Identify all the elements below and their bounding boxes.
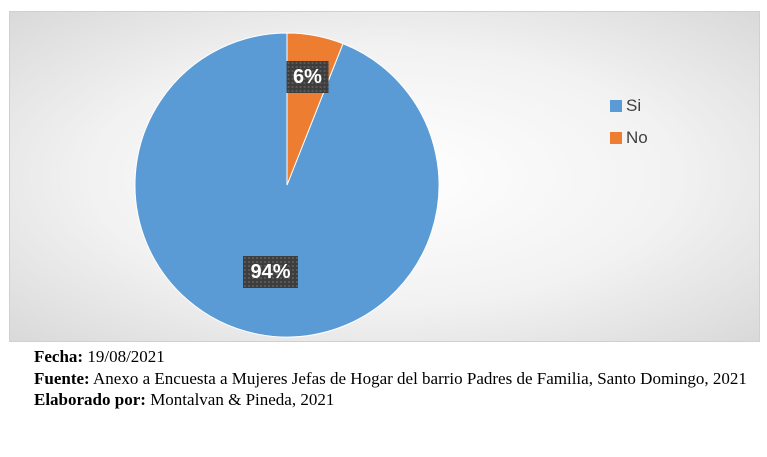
fuente-label: Fuente: (34, 368, 90, 388)
data-label-si: 94% (243, 255, 298, 288)
fecha-value: 19/08/2021 (87, 347, 165, 366)
pie-chart (134, 32, 440, 338)
legend-swatch-si (610, 100, 622, 112)
elaborado-label: Elaborado por: (34, 390, 146, 409)
legend-item-no: No (610, 122, 648, 154)
chart-area: 94% 6% Si No (9, 11, 760, 342)
fecha-label: Fecha: (34, 347, 84, 366)
caption-fuente: Fuente: Anexo a Encuesta a Mujeres Jefas… (34, 368, 754, 390)
fuente-value: Anexo a Encuesta a Mujeres Jefas de Hoga… (93, 368, 747, 388)
elaborado-value: Montalvan & Pineda, 2021 (150, 390, 335, 409)
legend-item-si: Si (610, 90, 648, 122)
figure-caption: Fecha: 19/08/2021 Fuente: Anexo a Encues… (34, 346, 754, 411)
legend-label-no: No (626, 128, 648, 147)
caption-fecha: Fecha: 19/08/2021 (34, 346, 754, 368)
legend: Si No (610, 90, 648, 154)
caption-elaborado: Elaborado por: Montalvan & Pineda, 2021 (34, 389, 754, 411)
legend-label-si: Si (626, 96, 642, 115)
data-label-no: 6% (286, 61, 329, 94)
legend-swatch-no (610, 132, 622, 144)
